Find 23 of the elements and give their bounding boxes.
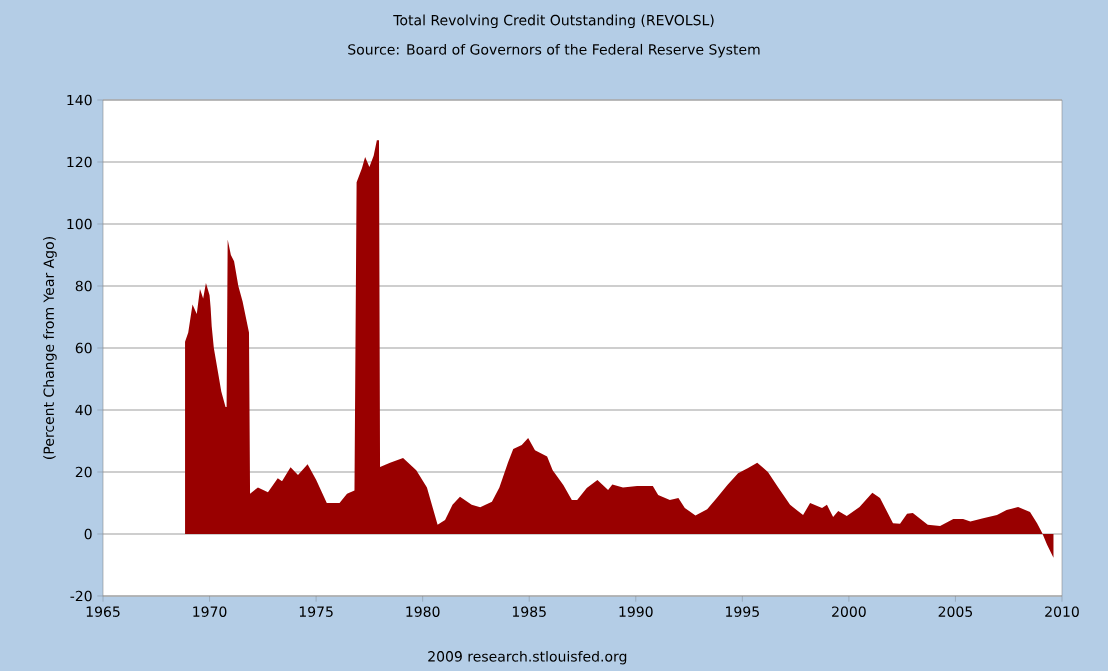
x-tick-label: 1995 [726,606,759,617]
x-tick-label: 1965 [86,606,120,617]
chart-title: Total Revolving Credit Outstanding (REVOLSL) [393,14,714,29]
text: 2009 research.stlouisfed.org [428,650,627,665]
x-tick-label: 2010 [1045,606,1079,617]
chart-subtitle: Source: Board of Governors of the Federal Reserve System [348,43,760,58]
x-tick-label: 2005 [938,606,973,617]
y-tick-label: 100 [67,218,92,230]
y-tick-label: 140 [67,94,92,106]
x-tick-label: 2000 [832,606,866,617]
x-tick-label: 1990 [619,606,653,617]
y-tick-label: 80 [75,280,92,292]
y-tick-label: -20 [70,590,92,602]
x-tick-label: 1985 [512,606,546,617]
y-tick-label: 40 [75,404,92,416]
y-tick-label: 60 [75,342,92,354]
y-tick-label: 20 [75,466,92,478]
x-tick-label: 1970 [193,606,227,617]
y-axis-title: (Percent Change from Year Ago) [43,237,57,459]
x-tick-label: 1975 [299,606,333,617]
y-tick-label: 120 [67,156,92,168]
y-tick-label: 0 [84,528,92,540]
x-tick-label: 1980 [406,606,440,617]
